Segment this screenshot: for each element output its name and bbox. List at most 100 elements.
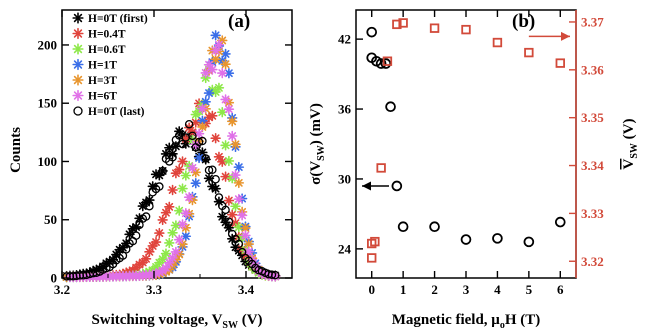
a-point-asterisk-stroke [234, 223, 243, 232]
a-point-asterisk-stroke [171, 248, 180, 256]
a-point-asterisk [164, 201, 175, 213]
a-ytick-label: 150 [38, 96, 58, 111]
panel-a-ticks: 3.2 3.3 3.4 0 50 100 150 200 [38, 10, 292, 297]
a-point-asterisk-stroke [155, 229, 164, 238]
a-point-asterisk [180, 207, 192, 219]
a-point-asterisk-stroke [231, 171, 240, 179]
panel-b-frame [355, 9, 577, 279]
a-point-circle [221, 205, 230, 215]
a-point-asterisk-stroke [165, 239, 174, 247]
b-ytick-right-label: 3.33 [581, 206, 604, 221]
panel-b-ylabel-left-unit: ) (mV) [308, 103, 324, 145]
b-ytick-right-label: 3.35 [581, 110, 604, 125]
a-point-circle [208, 165, 217, 174]
panel-b-xlabel: Magnetic field, μoH (T) [392, 312, 540, 331]
a-point-asterisk [160, 262, 172, 274]
a-point-asterisk-stroke [181, 232, 190, 241]
b-ytick-right-label: 3.37 [581, 14, 604, 29]
b-point-mean [376, 163, 386, 173]
a-point-asterisk [230, 169, 241, 181]
a-ytick-label: 50 [44, 212, 57, 227]
a-point-asterisk [174, 164, 185, 175]
a-point-asterisk-stroke [171, 221, 180, 230]
a-point-asterisk-stroke [221, 49, 230, 58]
a-point-asterisk-stroke [158, 166, 167, 175]
a-point-asterisk-stroke [228, 132, 237, 140]
panel-a-ylabel: Counts [8, 127, 24, 173]
a-point-asterisk-stroke [158, 215, 167, 224]
a-legend-marker-asterisk [72, 89, 84, 102]
a-point-asterisk-stroke [244, 240, 253, 249]
a-point-asterisk [227, 116, 238, 127]
a-point-asterisk-stroke [145, 196, 154, 204]
a-legend-marker-asterisk [72, 27, 84, 40]
b-ytick-right-label: 3.36 [581, 62, 604, 77]
a-point-asterisk [154, 170, 165, 181]
a-legend-marker-asterisk [72, 74, 84, 86]
a-point-asterisk-stroke [171, 255, 180, 264]
a-point-asterisk [207, 64, 218, 75]
a-point-asterisk [220, 58, 231, 70]
a-point-asterisk-stroke [231, 219, 240, 227]
a-point-asterisk-stroke [165, 258, 174, 267]
b-point-sigma [460, 234, 472, 245]
a-point-asterisk-stroke [175, 165, 184, 174]
a-point-asterisk-stroke [228, 117, 237, 126]
a-point-asterisk [236, 210, 248, 221]
a-point-asterisk [160, 248, 172, 259]
a-point-asterisk-stroke [201, 68, 210, 77]
a-point-asterisk-stroke [224, 105, 233, 114]
a-point-circle [141, 212, 151, 221]
a-legend-text: H=6T [88, 91, 117, 103]
a-legend-text: H=0T (last) [88, 106, 145, 118]
a-point-asterisk [220, 94, 231, 105]
a-point-asterisk [174, 234, 185, 245]
a-point-asterisk [177, 219, 188, 230]
a-point-asterisk-stroke [234, 195, 243, 204]
panel-a-label: (a) [228, 11, 250, 32]
a-point-asterisk [233, 193, 245, 205]
a-point-asterisk [187, 162, 198, 174]
a-legend-text: H=0T (first) [88, 13, 148, 25]
a-point-asterisk-stroke [221, 141, 230, 150]
a-legend-marker-asterisk [72, 43, 84, 55]
a-point-asterisk-stroke [234, 178, 243, 187]
a-point-asterisk [213, 39, 225, 50]
a-point-asterisk [183, 192, 195, 203]
b-point-mean [492, 37, 503, 48]
a-point-asterisk-stroke [125, 230, 134, 239]
a-point-circle [267, 270, 277, 280]
a-point-asterisk-stroke [198, 123, 207, 131]
b-point-sigma [366, 26, 378, 38]
a-point-asterisk-stroke [248, 249, 256, 257]
a-ytick-label: 0 [51, 271, 58, 286]
b-point-mean [392, 19, 402, 30]
a-point-asterisk-stroke [178, 220, 187, 229]
a-point-asterisk-stroke [178, 240, 187, 249]
a-point-asterisk-stroke [205, 89, 213, 98]
panel-a-xlabel-unit: (V) [238, 312, 263, 328]
a-point-asterisk-stroke [155, 171, 164, 180]
panel-b-arrows [362, 31, 570, 191]
a-point-asterisk-stroke [191, 168, 200, 177]
a-point-circle [194, 137, 204, 147]
a-legend-marker-asterisk [72, 12, 84, 24]
a-point-asterisk-stroke [208, 111, 217, 120]
panel-b-ylabel-right-v: V [621, 158, 637, 169]
a-point-circle [204, 165, 214, 175]
a-point-asterisk [167, 227, 178, 239]
b-xtick-label: 1 [400, 282, 407, 297]
a-point-asterisk [217, 156, 228, 167]
panel-b-xlabel-sub: o [500, 320, 505, 331]
b-point-mean [524, 47, 534, 58]
a-point-asterisk-stroke [241, 224, 250, 232]
b-point-mean [382, 56, 393, 66]
a-point-asterisk-stroke [162, 208, 170, 217]
a-point-asterisk-stroke [148, 182, 157, 191]
a-point-asterisk-stroke [241, 231, 250, 240]
a-point-asterisk [154, 227, 165, 239]
a-point-asterisk [193, 128, 205, 139]
a-point-asterisk-stroke [218, 212, 227, 221]
a-point-asterisk-stroke [142, 254, 150, 263]
